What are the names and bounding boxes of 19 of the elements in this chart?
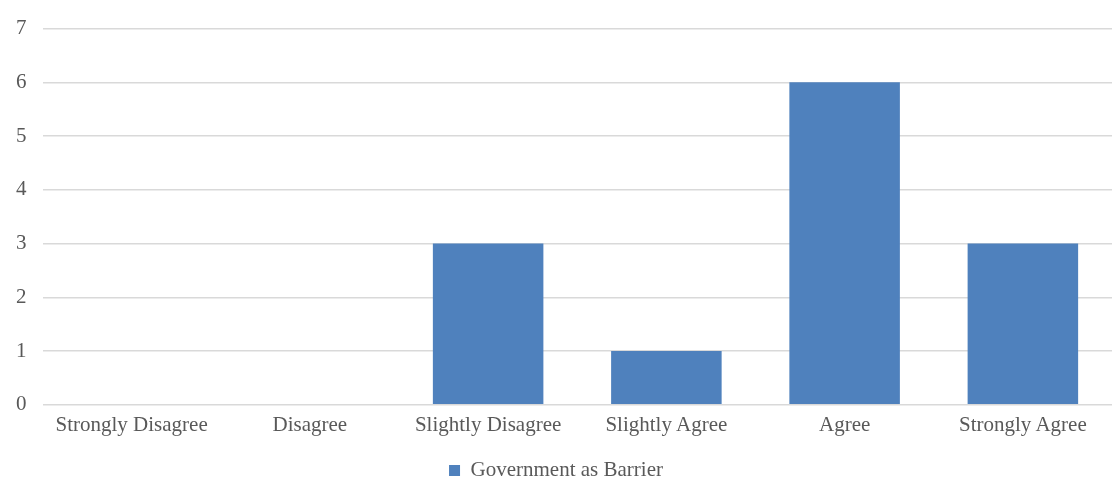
x-tick-label: Disagree [272, 411, 348, 436]
y-tick-label: 5 [16, 122, 27, 147]
x-tick-label: Slightly Disagree [414, 411, 562, 436]
y-tick-label: 0 [16, 391, 27, 416]
bar [611, 351, 722, 405]
bar [432, 243, 544, 405]
x-tick-label: Agree [818, 411, 871, 436]
bar [967, 243, 1079, 405]
legend-label: Government as Barrier [470, 457, 663, 482]
y-tick-label: 4 [16, 176, 27, 201]
x-tick-label: Strongly Disagree [55, 411, 208, 436]
y-tick-label: 7 [16, 15, 27, 40]
x-tick-label: Strongly Agree [959, 411, 1087, 436]
y-tick-label: 6 [16, 68, 27, 93]
y-tick-label: 1 [16, 337, 27, 362]
y-tick-label: 2 [16, 283, 27, 308]
x-tick-label: Slightly Agree [605, 411, 728, 436]
bar [789, 82, 900, 405]
y-tick-label: 3 [16, 230, 27, 255]
